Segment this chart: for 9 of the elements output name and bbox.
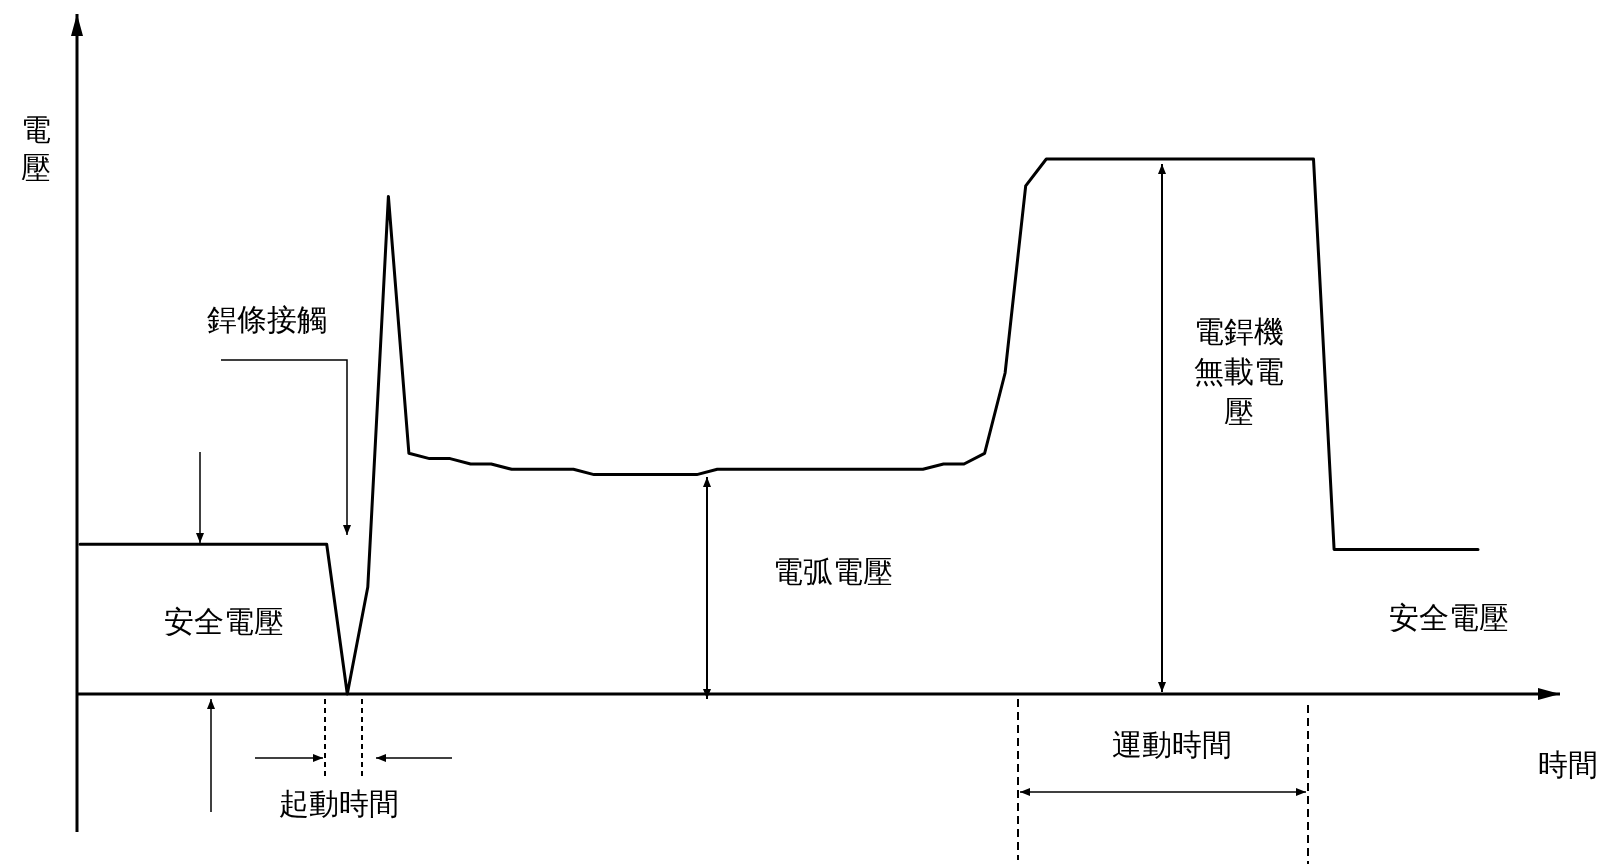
annotation: 銲條接觸 [207,302,327,337]
text: 起動時間 [279,786,399,821]
text: 運動時間 [1112,727,1232,762]
y-axis-title: 電壓 [21,112,51,185]
x-axis-title: 時間 [1538,747,1598,782]
annotation: 電銲機無載電壓 [1194,314,1284,429]
annotation: 安全電壓 [1389,600,1509,635]
annotation: 電弧電壓 [773,554,893,589]
annotation: 安全電壓 [164,604,284,639]
